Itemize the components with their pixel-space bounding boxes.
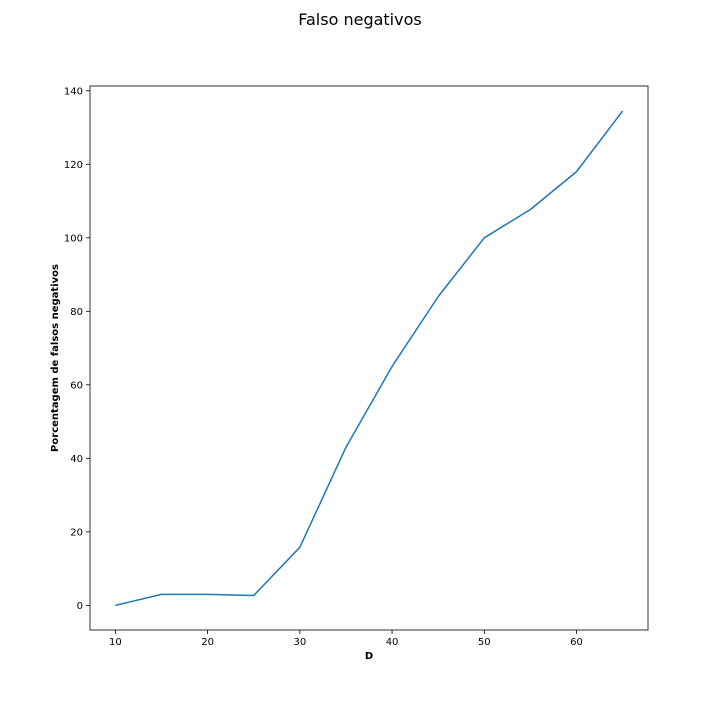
plot-area [89, 85, 649, 631]
y-axis: 0 20 40 60 80 100 120 140 [64, 86, 90, 612]
series-line [115, 110, 624, 607]
x-axis-label: D [365, 651, 373, 662]
y-tick-label: 60 [70, 380, 83, 391]
y-tick-label: 100 [64, 233, 83, 244]
chart-title: Falso negativos [298, 10, 422, 29]
x-tick-label: 50 [478, 637, 491, 648]
y-tick-label: 20 [70, 527, 83, 538]
y-tick-label: 0 [77, 601, 83, 612]
y-tick-label: 140 [64, 86, 83, 97]
y-tick-label: 40 [70, 454, 83, 465]
x-tick-label: 30 [293, 637, 306, 648]
y-axis-label: Porcentagem de falsos negativos [50, 264, 61, 452]
x-tick-label: 10 [109, 637, 122, 648]
x-tick-label: 60 [570, 637, 583, 648]
x-tick-label: 40 [386, 637, 399, 648]
x-axis: 10 20 30 40 50 60 [109, 630, 583, 648]
x-tick-label: 20 [201, 637, 214, 648]
y-tick-label: 80 [70, 307, 83, 318]
y-tick-label: 120 [64, 160, 83, 171]
series-layer [115, 110, 624, 607]
